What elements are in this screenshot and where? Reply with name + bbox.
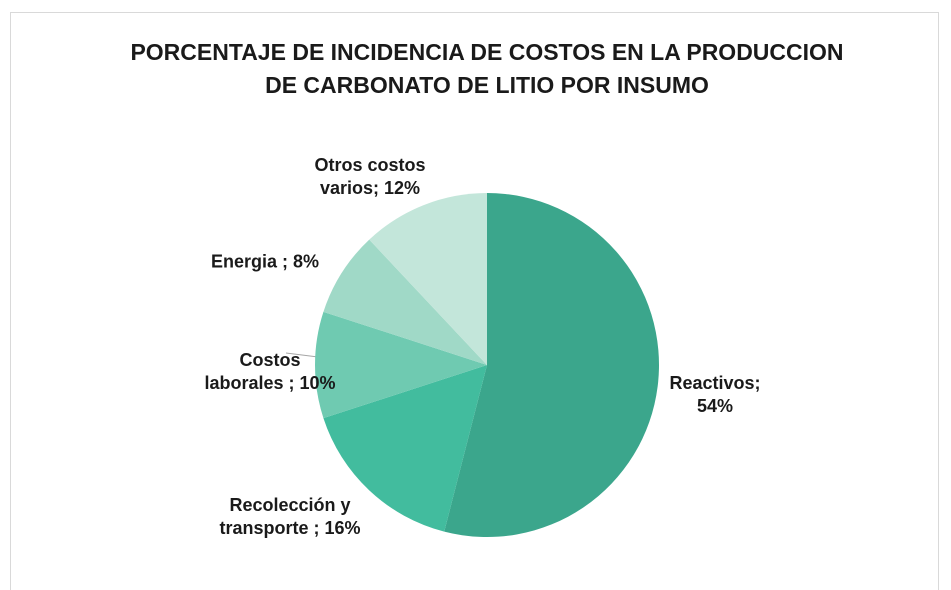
label-value: 16% xyxy=(324,518,361,538)
label-category: Energia ; xyxy=(210,251,288,272)
label-category: Reactivos; xyxy=(669,373,761,393)
pie-slice xyxy=(323,239,487,365)
label-value: 54% xyxy=(696,396,734,416)
pie-slice xyxy=(369,193,487,365)
label-value: 10% xyxy=(299,373,336,393)
pie-slice xyxy=(444,193,659,537)
chart-title: PORCENTAJE DE INCIDENCIA DE COSTOS EN LA… xyxy=(130,39,844,98)
label-value: 12% xyxy=(384,178,421,198)
data-label: Costos laborales ; 10% xyxy=(203,349,338,395)
data-label: Recolección y transporte ; 16% xyxy=(203,494,378,540)
label-value: 8% xyxy=(293,251,320,272)
pie-slice xyxy=(315,311,487,419)
data-label: Reactivos; 54% xyxy=(650,372,780,418)
label-category: Otros costos varios; xyxy=(314,155,426,198)
data-label: Energia ; 8% xyxy=(180,251,350,274)
label-category: Recolección y transporte ; xyxy=(219,495,351,538)
pie-slice xyxy=(323,365,487,532)
data-label: Otros costos varios; 12% xyxy=(285,154,455,200)
label-category: Costos laborales ; xyxy=(204,350,301,393)
chart-border xyxy=(10,12,939,590)
